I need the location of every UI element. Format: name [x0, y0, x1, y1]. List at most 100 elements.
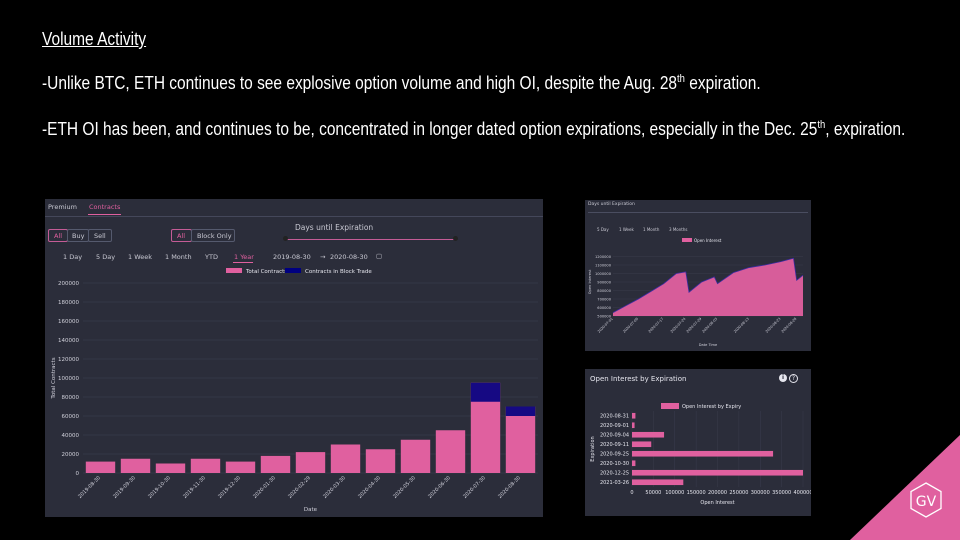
range-1-month-small[interactable]: 1 Month: [643, 227, 660, 232]
y-tick-label: 160000: [58, 319, 79, 325]
help-icon[interactable]: ?: [789, 374, 798, 383]
legend-label-1: Contracts in Block Trade: [305, 269, 372, 275]
bar-block: [470, 382, 501, 402]
bar-total: [505, 406, 536, 473]
oi-legend-swatch: [682, 238, 692, 242]
bar-total: [225, 461, 256, 473]
oi-panel-title: Open Interest by Expiration: [590, 375, 687, 383]
bar-total: [400, 439, 431, 473]
y-tick-label: 180000: [58, 300, 79, 306]
oi-x-tick: 2020-07-24: [670, 317, 687, 334]
x-axis-label: Date: [304, 507, 318, 513]
logo-text: GV: [916, 494, 937, 510]
x-tick-label: 2019-08-30: [77, 475, 102, 500]
exp-bar: [632, 412, 636, 419]
x-tick-label: 2019-10-30: [147, 475, 172, 500]
exp-x-tick: 50000: [645, 490, 661, 496]
exp-x-tick: 150000: [687, 490, 706, 496]
range-1-month[interactable]: 1 Month: [165, 253, 192, 261]
oi-y-tick: 500000: [597, 315, 611, 319]
bar-total: [260, 455, 291, 473]
x-tick-label: 2019-12-30: [217, 475, 242, 500]
exp-x-tick: 400000: [793, 490, 811, 496]
y-tick-label: 60000: [62, 414, 80, 420]
oi-y-axis-label: Open Interest: [588, 269, 592, 294]
exp-x-tick: 100000: [665, 490, 684, 496]
x-tick-label: 2020-04-30: [357, 475, 382, 500]
bar-block: [505, 406, 536, 416]
range-1-year[interactable]: 1 Year: [234, 253, 254, 261]
bar-total: [120, 458, 151, 473]
exp-y-tick: 2020-09-11: [600, 442, 629, 448]
oi-x-tick: 2020-08-03: [701, 317, 718, 334]
oi-y-tick: 1000000: [595, 272, 612, 276]
open-interest-chart: Open Interest 1200000 1100000 1000000 900000…: [588, 238, 804, 347]
slider-label: Days until Expiration: [295, 223, 374, 232]
y-tick-label: 0: [76, 471, 80, 477]
x-tick-label: 2020-07-30: [462, 475, 487, 500]
range-1-day[interactable]: 1 Day: [63, 253, 83, 261]
x-tick-label: 2019-09-30: [112, 475, 137, 500]
exp-x-tick: 0: [630, 490, 633, 496]
date-from-input[interactable]: 2019-08-30: [273, 253, 311, 261]
exp-y-tick: 2020-09-25: [600, 452, 629, 458]
oi-x-tick: 2020-07-09: [622, 317, 639, 334]
calendar-icon[interactable]: ▢: [376, 252, 383, 260]
bar-total: [435, 430, 466, 473]
range-1-week[interactable]: 1 Week: [128, 253, 153, 261]
y-tick-label: 200000: [58, 281, 79, 287]
oi-line: [612, 257, 804, 313]
oi-x-tick: 2020-08-28: [781, 317, 798, 334]
trade-filter-block-only[interactable]: Block Only: [191, 229, 235, 242]
exp-y-tick: 2020-09-01: [600, 423, 629, 429]
y-tick-label: 140000: [58, 338, 79, 344]
oi-x-axis-label: Date Time: [699, 343, 718, 347]
exp-y-tick: 2020-10-30: [600, 461, 629, 467]
expiry-panel: Days until Expiration 5 Day 1 Week 1 Mon…: [585, 200, 811, 351]
oi-y-tick: 600000: [597, 306, 611, 310]
x-tick-label: 2020-02-29: [287, 475, 312, 500]
bar-total: [85, 461, 116, 473]
exp-x-tick: 350000: [772, 490, 791, 496]
slider-handle-right[interactable]: [453, 236, 458, 241]
active-range-underline: [233, 262, 253, 263]
expiry-slider-track[interactable]: [285, 239, 457, 240]
expiry-slider-track-small[interactable]: [588, 212, 808, 213]
exp-bar: [632, 479, 684, 486]
side-filter-sell[interactable]: Sell: [88, 229, 112, 242]
info-icon[interactable]: i: [779, 374, 787, 382]
x-tick-label: 2019-11-30: [182, 475, 207, 500]
range-5-day[interactable]: 5 Day: [96, 253, 116, 261]
exp-bar: [632, 460, 636, 467]
y-tick-label: 80000: [62, 395, 80, 401]
exp-bar: [632, 469, 803, 476]
trade-filter-all[interactable]: All: [171, 229, 192, 242]
exp-x-axis-label: Open Interest: [700, 500, 734, 506]
exp-x-tick: 300000: [751, 490, 770, 496]
exp-y-tick: 2021-03-26: [600, 480, 629, 486]
oi-legend-label: Open Interest: [694, 238, 722, 243]
range-3-months-small[interactable]: 3 Months: [669, 227, 688, 232]
tab-premium[interactable]: Premium: [48, 203, 77, 211]
active-tab-underline: [88, 214, 121, 215]
exp-y-tick: 2020-09-04: [600, 433, 629, 439]
side-filter-all[interactable]: All: [48, 229, 68, 242]
exp-bar: [632, 450, 774, 457]
exp-y-tick: 2020-08-31: [600, 414, 629, 420]
date-to-input[interactable]: 2020-08-30: [330, 253, 368, 261]
range-5-day-small[interactable]: 5 Day: [597, 227, 609, 232]
oi-x-tick: 2020-08-13: [733, 317, 750, 334]
bullet-2: -ETH OI has been, and continues to be, c…: [42, 119, 906, 139]
tab-contracts[interactable]: Contracts: [89, 203, 121, 211]
oi-expiry-panel: Open Interest by Expiration i ? Open Int…: [585, 369, 811, 516]
slider-handle-left[interactable]: [283, 236, 288, 241]
x-tick-label: 2020-08-30: [497, 475, 522, 500]
gv-logo: GV: [850, 435, 960, 540]
range-ytd[interactable]: YTD: [205, 253, 218, 261]
range-1-week-small[interactable]: 1 Week: [619, 227, 634, 232]
oi-by-expiry-chart: Open Interest by Expiry 0 50000 100000 15000…: [590, 403, 811, 506]
oi-y-tick: 1200000: [595, 255, 612, 259]
side-filter-buy[interactable]: Buy: [67, 229, 89, 242]
oi-x-tick: 2020-07-17: [648, 317, 665, 334]
volume-panel: Premium Contracts All Buy Sell All Block…: [45, 199, 543, 517]
